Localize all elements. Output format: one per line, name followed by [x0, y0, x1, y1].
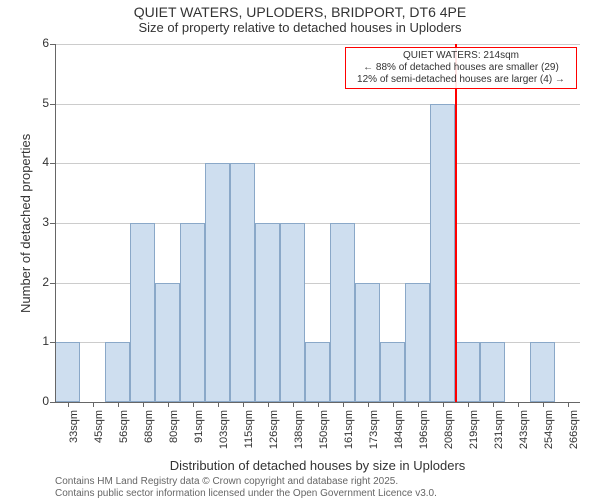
annotation-line: 12% of semi-detached houses are larger (… — [350, 74, 572, 86]
annotation-box: QUIET WATERS: 214sqm← 88% of detached ho… — [345, 47, 577, 89]
histogram-bar — [205, 163, 230, 402]
x-tick-label: 115sqm — [243, 410, 255, 460]
histogram-bar — [355, 283, 380, 402]
x-tick-label: 173sqm — [368, 410, 380, 460]
histogram-bar — [305, 342, 330, 402]
x-tick — [118, 402, 119, 407]
x-tick — [68, 402, 69, 407]
y-axis-line — [55, 44, 56, 402]
chart-subtitle: Size of property relative to detached ho… — [0, 20, 600, 35]
histogram-bar — [130, 223, 155, 402]
x-tick — [143, 402, 144, 407]
x-tick — [343, 402, 344, 407]
x-tick-label: 91sqm — [193, 410, 205, 460]
histogram-bar — [155, 283, 180, 402]
x-tick — [193, 402, 194, 407]
footer-line-1: Contains HM Land Registry data © Crown c… — [55, 476, 437, 488]
x-tick-label: 68sqm — [143, 410, 155, 460]
x-tick — [468, 402, 469, 407]
gridline — [55, 163, 580, 164]
histogram-bar — [280, 223, 305, 402]
chart-title: QUIET WATERS, UPLODERS, BRIDPORT, DT6 4P… — [0, 4, 600, 20]
x-tick-label: 254sqm — [543, 410, 555, 460]
plot-area: 012345633sqm45sqm56sqm68sqm80sqm91sqm103… — [55, 44, 580, 402]
x-tick-label: 231sqm — [493, 410, 505, 460]
histogram-bar — [105, 342, 130, 402]
x-tick-label: 219sqm — [468, 410, 480, 460]
histogram-bar — [530, 342, 555, 402]
histogram-bar — [380, 342, 405, 402]
x-tick-label: 33sqm — [68, 410, 80, 460]
x-tick — [243, 402, 244, 407]
annotation-line: ← 88% of detached houses are smaller (29… — [350, 62, 572, 74]
x-axis-label: Distribution of detached houses by size … — [55, 458, 580, 473]
x-tick — [568, 402, 569, 407]
x-tick-label: 56sqm — [118, 410, 130, 460]
x-tick-label: 126sqm — [268, 410, 280, 460]
x-tick-label: 161sqm — [343, 410, 355, 460]
x-tick-label: 196sqm — [418, 410, 430, 460]
histogram-bar — [405, 283, 430, 402]
histogram-bar — [330, 223, 355, 402]
histogram-bar — [455, 342, 480, 402]
x-tick-label: 103sqm — [218, 410, 230, 460]
histogram-bar — [480, 342, 505, 402]
reference-line — [455, 44, 457, 402]
x-tick — [443, 402, 444, 407]
x-tick-label: 150sqm — [318, 410, 330, 460]
annotation-line: QUIET WATERS: 214sqm — [350, 50, 572, 62]
y-tick-label: 0 — [27, 394, 49, 408]
x-tick — [268, 402, 269, 407]
x-tick — [393, 402, 394, 407]
x-tick — [493, 402, 494, 407]
x-tick — [218, 402, 219, 407]
x-tick — [518, 402, 519, 407]
x-tick-label: 80sqm — [168, 410, 180, 460]
x-tick-label: 266sqm — [568, 410, 580, 460]
x-tick — [543, 402, 544, 407]
histogram-bar — [430, 104, 455, 402]
gridline — [55, 104, 580, 105]
y-tick-label: 1 — [27, 334, 49, 348]
histogram-bar — [230, 163, 255, 402]
histogram-bar — [180, 223, 205, 402]
x-tick-label: 138sqm — [293, 410, 305, 460]
y-tick-label: 5 — [27, 96, 49, 110]
x-tick-label: 208sqm — [443, 410, 455, 460]
x-tick — [93, 402, 94, 407]
footer-attribution: Contains HM Land Registry data © Crown c… — [55, 476, 437, 500]
x-tick-label: 243sqm — [518, 410, 530, 460]
x-tick-label: 184sqm — [393, 410, 405, 460]
y-tick-label: 6 — [27, 36, 49, 50]
x-tick — [368, 402, 369, 407]
x-tick — [318, 402, 319, 407]
footer-line-2: Contains public sector information licen… — [55, 488, 437, 500]
x-tick-label: 45sqm — [93, 410, 105, 460]
x-tick — [293, 402, 294, 407]
histogram-bar — [55, 342, 80, 402]
x-tick — [168, 402, 169, 407]
x-tick — [418, 402, 419, 407]
gridline — [55, 44, 580, 45]
y-axis-label: Number of detached properties — [18, 134, 33, 313]
chart-container: QUIET WATERS, UPLODERS, BRIDPORT, DT6 4P… — [0, 0, 600, 500]
histogram-bar — [255, 223, 280, 402]
